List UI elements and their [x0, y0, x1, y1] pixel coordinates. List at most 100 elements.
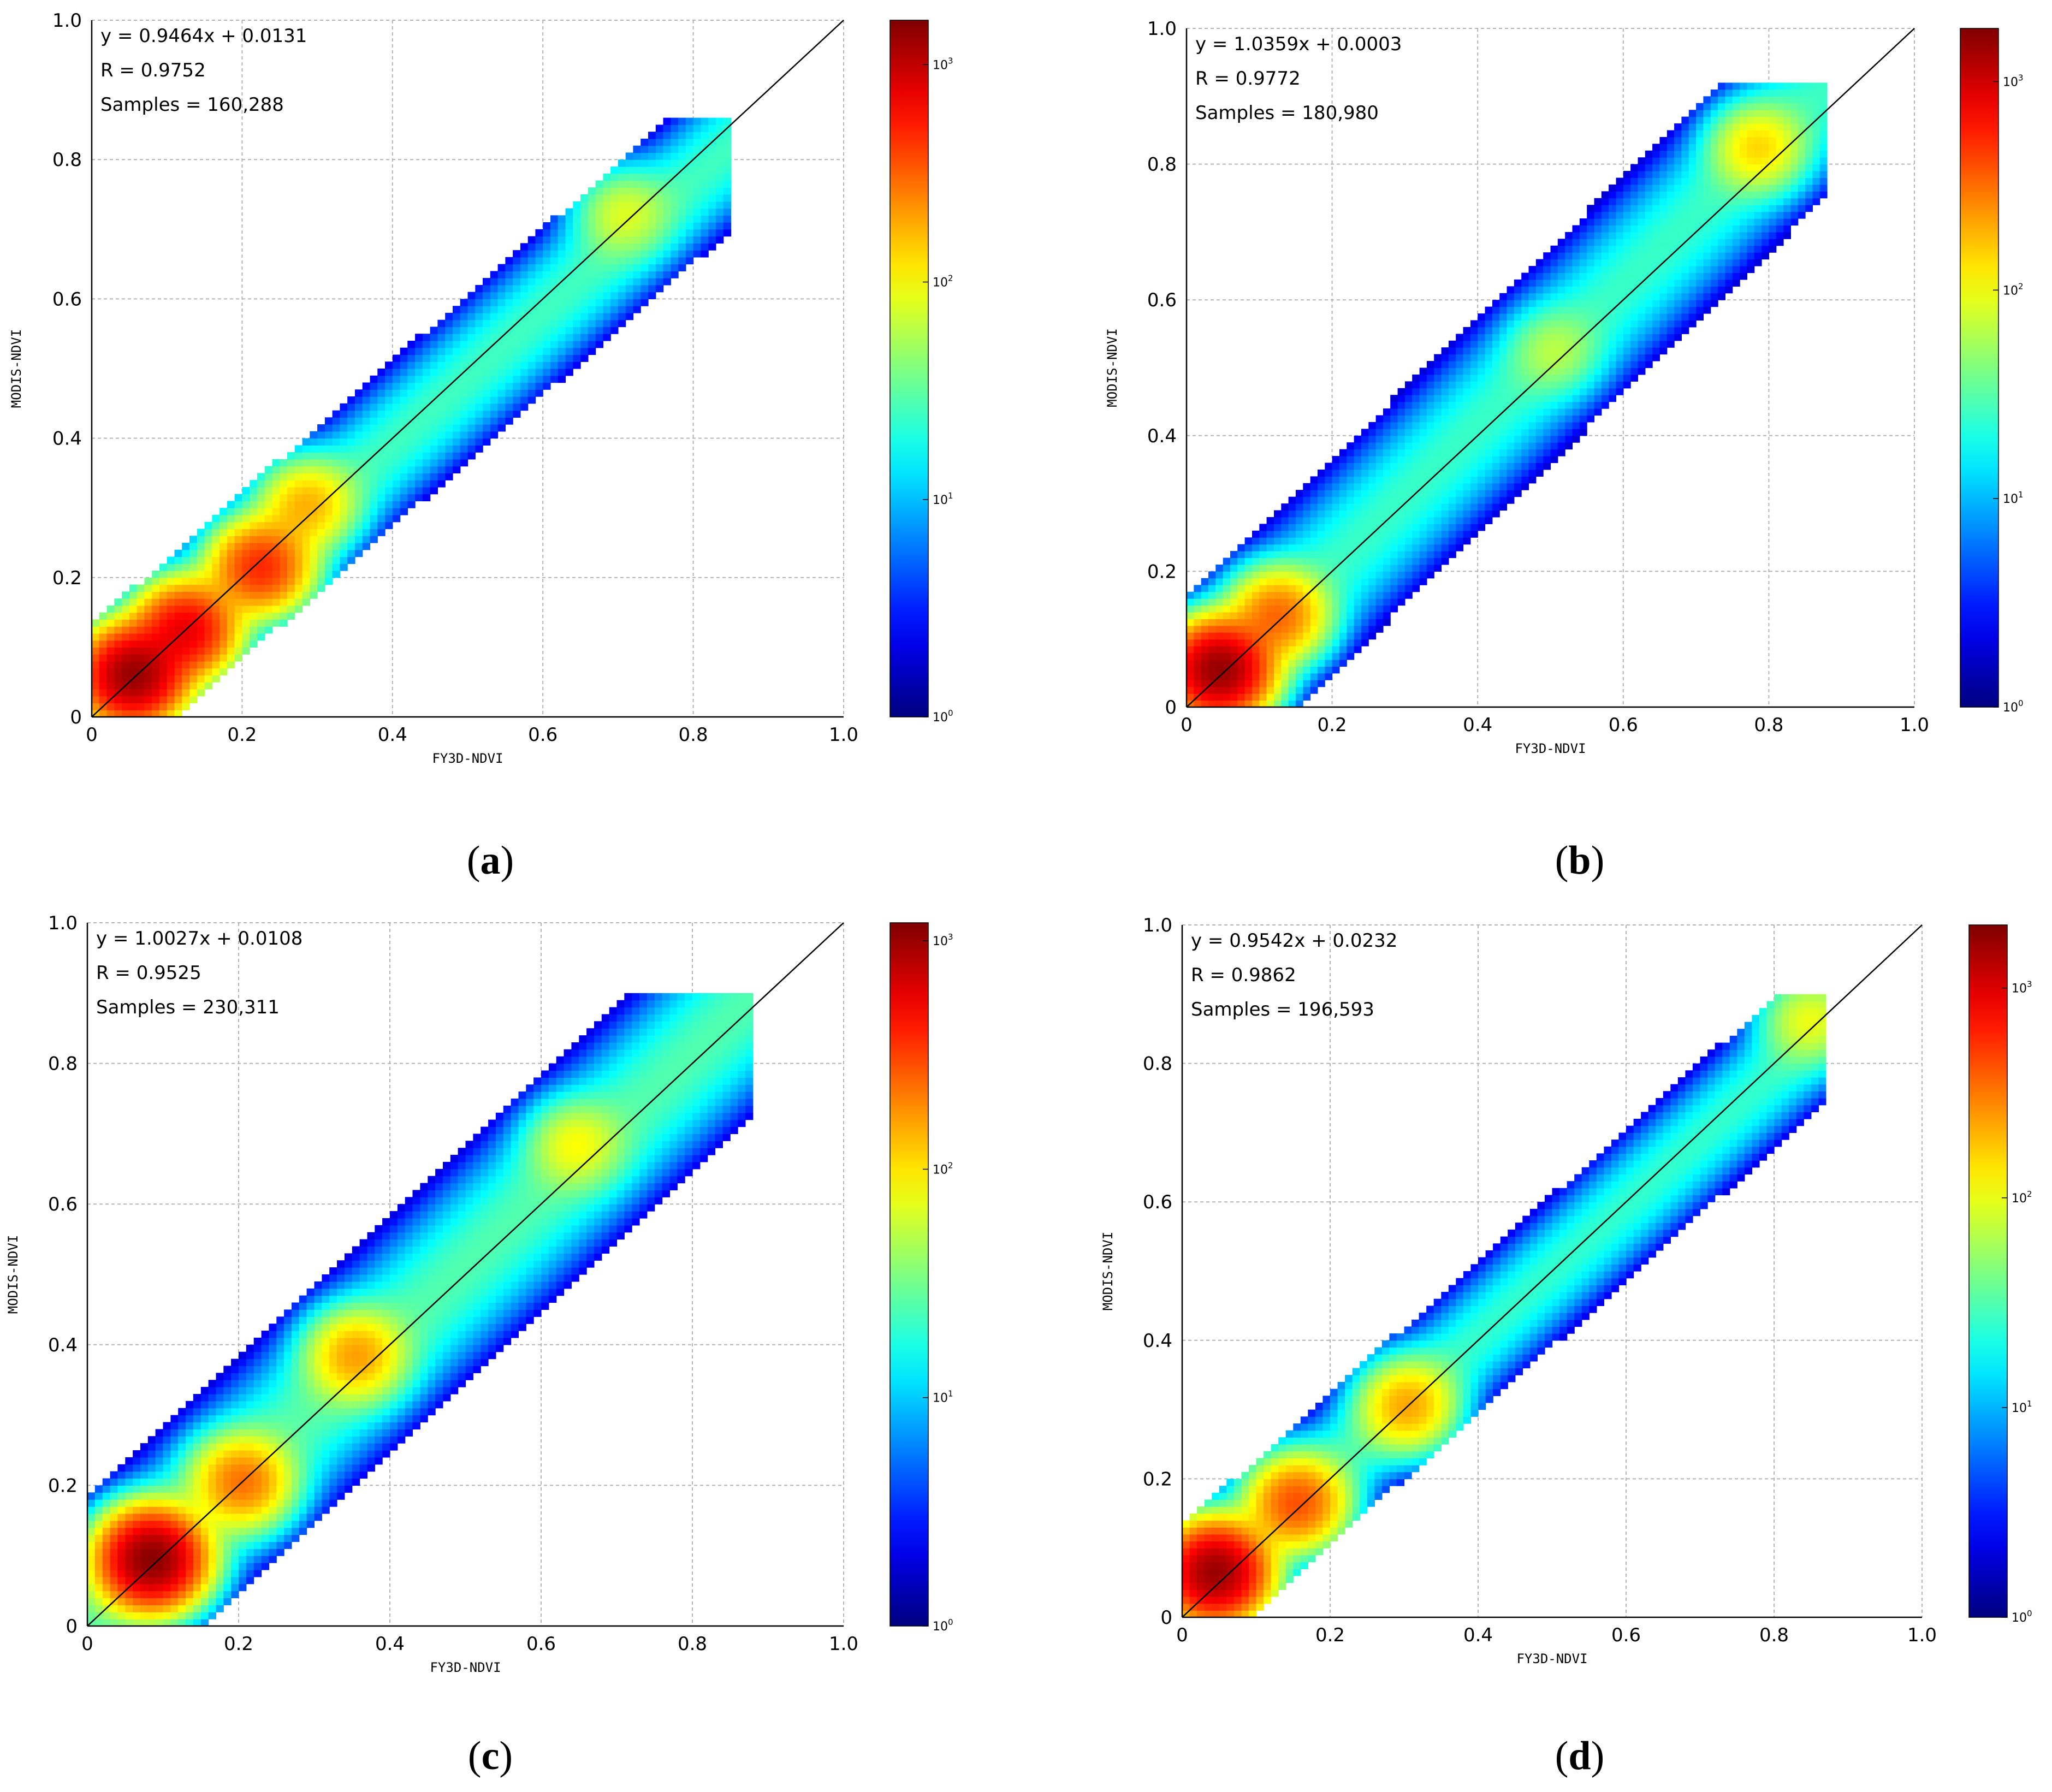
colorbar: 100 101 102 103: [889, 922, 953, 1634]
x-tick-label: 1.0: [1907, 1624, 1937, 1646]
density-cells: [87, 993, 754, 1626]
y-tick-label: 1.0: [48, 912, 78, 934]
y-axis-label: MODIS-NDVI: [1105, 328, 1120, 407]
x-tick-label: 0.8: [1759, 1624, 1789, 1646]
x-tick-label: 0.8: [1754, 714, 1783, 736]
colorbar-tick-label: 101: [933, 491, 953, 507]
panel-label: (d): [1555, 1734, 1604, 1778]
x-tick-label: 0.2: [1315, 1624, 1345, 1646]
colorbar-tick-label: 103: [933, 932, 953, 948]
x-axis-label: FY3D-NDVI: [430, 1660, 501, 1675]
colorbar-gradient: [1960, 28, 1999, 708]
x-tick-label: 1.0: [829, 1633, 858, 1655]
colorbar: 100 101 102 103: [889, 20, 953, 725]
x-tick-label: 0: [81, 1633, 93, 1655]
y-tick-label: 0.4: [52, 428, 82, 450]
y-tick-label: 0.4: [48, 1334, 78, 1356]
chart-panel-c: 0 0.2 0.4 0.6 0.8 1.0 0 0.2 0.4 0.6 0.8 1.0 FY3D-NDV…: [5, 912, 953, 1778]
colorbar-gradient: [889, 20, 929, 717]
y-tick-label: 1.0: [1143, 915, 1172, 936]
x-tick-label: 0.4: [375, 1633, 405, 1655]
correlation-text: R = 0.9525: [96, 962, 201, 984]
x-tick-label: 0.6: [526, 1633, 556, 1655]
x-tick-label: 0: [1181, 714, 1193, 736]
y-tick-label: 1.0: [1147, 18, 1177, 40]
colorbar: 100 101 102 103: [1960, 28, 2024, 715]
colorbar-gradient: [889, 922, 929, 1627]
y-axis-label: MODIS-NDVI: [9, 329, 24, 408]
colorbar-tick-label: 103: [2003, 73, 2024, 89]
density-cells: [1187, 82, 1828, 707]
y-tick-label: 1.0: [52, 10, 82, 32]
chart-panel-b: 0 0.2 0.4 0.6 0.8 1.0 0 0.2 0.4 0.6 0.8 1.0 FY3D-NDV…: [1105, 18, 2024, 883]
correlation-text: R = 0.9772: [1195, 68, 1301, 90]
x-tick-label: 0: [86, 724, 98, 746]
panel-label: (c): [468, 1734, 513, 1778]
colorbar-tick-label: 103: [933, 56, 953, 72]
x-tick-label: 1.0: [829, 724, 858, 746]
y-tick-label: 0.6: [52, 288, 82, 310]
x-tick-label: 0.4: [1463, 714, 1492, 736]
y-tick-label: 0: [70, 707, 82, 728]
y-tick-label: 0: [1165, 697, 1177, 719]
colorbar-tick-label: 100: [2003, 698, 2024, 715]
x-tick-label: 0: [1176, 1624, 1188, 1646]
colorbar-tick-label: 102: [933, 274, 953, 290]
x-tick-label: 1.0: [1900, 714, 1929, 736]
regression-equation: y = 1.0027x + 0.0108: [96, 928, 303, 950]
correlation-text: R = 0.9752: [100, 60, 206, 81]
y-tick-label: 0: [1160, 1607, 1172, 1629]
colorbar-tick-label: 102: [933, 1160, 953, 1177]
colorbar-tick-label: 102: [2012, 1189, 2032, 1206]
colorbar-tick-label: 101: [2012, 1399, 2032, 1415]
samples-text: Samples = 196,593: [1191, 999, 1374, 1020]
x-tick-label: 0.8: [679, 724, 708, 746]
samples-text: Samples = 230,311: [96, 996, 280, 1018]
y-tick-label: 0.6: [1143, 1191, 1172, 1213]
density-cells: [92, 117, 732, 717]
y-tick-label: 0.2: [48, 1475, 78, 1497]
colorbar-tick-label: 100: [933, 708, 953, 725]
y-tick-label: 0.4: [1143, 1330, 1172, 1352]
x-tick-label: 0.8: [678, 1633, 707, 1655]
y-tick-label: 0.8: [1143, 1053, 1172, 1075]
y-tick-label: 0.6: [48, 1194, 78, 1215]
regression-equation: y = 0.9464x + 0.0131: [100, 25, 307, 47]
regression-line: [1186, 28, 1915, 708]
y-axis-label: MODIS-NDVI: [5, 1235, 21, 1314]
y-tick-label: 0.2: [52, 567, 82, 589]
x-tick-label: 0.4: [1463, 1624, 1493, 1646]
colorbar: 100 101 102 103: [1968, 924, 2032, 1625]
y-tick-label: 0.6: [1147, 289, 1177, 311]
y-tick-label: 0.4: [1147, 425, 1177, 447]
regression-equation: y = 0.9542x + 0.0232: [1191, 930, 1397, 952]
colorbar-tick-label: 103: [2012, 980, 2032, 996]
x-tick-label: 0.6: [528, 724, 558, 746]
x-axis-label: FY3D-NDVI: [1516, 1651, 1587, 1666]
x-axis-label: FY3D-NDVI: [1515, 741, 1586, 756]
samples-text: Samples = 160,288: [100, 94, 284, 116]
x-tick-label: 0.6: [1611, 1624, 1641, 1646]
regression-line: [91, 20, 844, 717]
x-axis-label: FY3D-NDVI: [432, 751, 503, 766]
y-tick-label: 0.8: [48, 1053, 78, 1075]
y-tick-label: 0.2: [1143, 1468, 1172, 1490]
y-tick-label: 0.2: [1147, 561, 1177, 583]
y-axis-label: MODIS-NDVI: [1100, 1232, 1116, 1311]
colorbar-tick-label: 100: [933, 1617, 953, 1634]
regression-line: [87, 922, 844, 1627]
chart-panel-a: 0 0.2 0.4 0.6 0.8 1.0 0 0.2 0.4 0.6 0.8 1.0 FY3D-NDV…: [9, 10, 953, 883]
colorbar-tick-label: 102: [2003, 281, 2024, 298]
x-tick-label: 0.2: [227, 724, 257, 746]
correlation-text: R = 0.9862: [1191, 964, 1296, 986]
regression-equation: y = 1.0359x + 0.0003: [1195, 33, 1402, 55]
y-tick-label: 0.8: [52, 149, 82, 171]
colorbar-tick-label: 100: [2012, 1609, 2032, 1625]
colorbar-tick-label: 101: [2003, 490, 2024, 506]
y-tick-label: 0: [66, 1616, 78, 1637]
x-tick-label: 0.2: [224, 1633, 253, 1655]
regression-line: [1182, 924, 1923, 1618]
x-tick-label: 0.4: [378, 724, 407, 746]
panel-label: (a): [467, 838, 514, 883]
